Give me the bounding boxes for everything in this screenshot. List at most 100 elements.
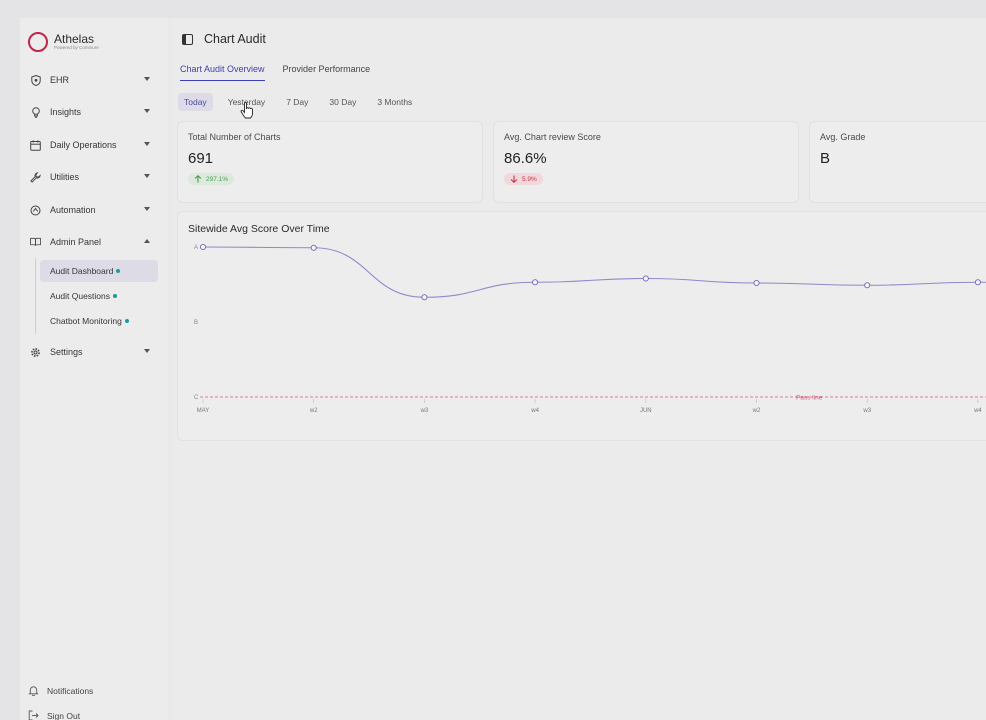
data-point — [199, 243, 207, 251]
chevron-down-icon — [144, 109, 150, 113]
data-point — [310, 244, 317, 251]
book-icon — [30, 237, 41, 248]
brand-ring-icon — [28, 32, 48, 52]
x-tick-label: MAY — [197, 408, 210, 414]
stat-card-avg-score: Avg. Chart review Score 86.6% 5.9% — [493, 121, 799, 203]
arrow-up-icon — [194, 175, 202, 183]
chevron-down-icon — [144, 349, 150, 353]
sidebar-item-admin-panel[interactable]: Admin Panel — [20, 230, 168, 254]
series-line — [202, 246, 986, 298]
tab-provider-performance[interactable]: Provider Performance — [282, 64, 371, 74]
sidebar-item-ehr[interactable]: EHR — [20, 68, 168, 92]
stat-card-value: 691 — [188, 150, 214, 167]
data-point — [532, 279, 539, 286]
chevron-down-icon — [144, 207, 150, 211]
sidebar-subitem-label: Audit Dashboard — [50, 266, 114, 276]
sidebar-item-label: Settings — [50, 347, 83, 357]
calendar-icon — [30, 139, 41, 151]
stat-card-total-charts: Total Number of Charts 691 297.1% — [177, 121, 483, 203]
sidebar-subitem-audit-questions[interactable]: Audit Questions — [40, 285, 158, 307]
chevron-up-icon — [144, 239, 150, 243]
chevron-down-icon — [144, 142, 150, 146]
arrow-down-icon — [510, 175, 518, 183]
automation-icon — [30, 205, 41, 216]
y-tick-label: B — [194, 320, 198, 326]
range-today[interactable]: Today — [178, 93, 213, 111]
sidebar-subitem-audit-dashboard[interactable]: Audit Dashboard — [40, 260, 158, 282]
sidebar-item-label: Daily Operations — [50, 140, 117, 150]
stat-card-label: Avg. Grade — [820, 132, 866, 142]
x-tick-label: w4 — [973, 408, 982, 414]
notifications-link[interactable]: Notifications — [28, 685, 93, 696]
trend-badge-value: 297.1% — [206, 175, 229, 183]
shield-icon — [30, 74, 41, 86]
sign-out-label: Sign Out — [47, 710, 81, 720]
chart-card: Sitewide Avg Score Over Time A B C Pass lin… — [177, 211, 986, 441]
hand-cursor-icon — [240, 102, 253, 119]
status-dot — [113, 294, 118, 298]
data-point — [974, 279, 981, 286]
pass-line-label: Pass line — [796, 395, 823, 402]
chart-title: Sitewide Avg Score Over Time — [188, 223, 330, 235]
status-dot — [116, 269, 121, 273]
main-content: Chart Audit Chart Audit Overview Provide… — [172, 18, 986, 720]
stat-card-value: B — [820, 150, 831, 167]
window-left-strip — [0, 0, 20, 720]
brand-logo[interactable]: Athelas Powered by Commure — [28, 32, 99, 52]
x-tick-label: w2 — [752, 408, 761, 414]
stat-card-value: 86.6% — [504, 150, 547, 167]
date-range-selector: Today Yesterday 7 Day 30 Day 3 Months — [178, 93, 427, 111]
chevron-down-icon — [144, 77, 150, 81]
brand-subtitle: Powered by Commure — [54, 45, 99, 50]
gear-icon — [30, 347, 41, 358]
trend-badge-value: 5.9% — [522, 175, 537, 183]
sidebar-item-label: Admin Panel — [50, 237, 102, 247]
stat-card-avg-grade: Avg. Grade B — [809, 121, 986, 203]
x-tick-label: w3 — [862, 408, 871, 414]
sidebar-item-label: Insights — [50, 107, 82, 117]
notifications-label: Notifications — [47, 685, 94, 696]
sidebar-item-daily-operations[interactable]: Daily Operations — [20, 133, 168, 157]
trend-badge-down: 5.9% — [504, 173, 543, 185]
x-tick-label: w3 — [420, 408, 429, 414]
window-top-strip — [0, 0, 986, 18]
brand-name: Athelas — [54, 32, 95, 46]
data-point — [642, 275, 649, 282]
signout-icon — [28, 710, 39, 720]
range-3-months[interactable]: 3 Months — [377, 97, 413, 107]
range-yesterday[interactable]: Yesterday — [227, 97, 266, 107]
stat-card-label: Total Number of Charts — [188, 132, 281, 142]
data-point — [864, 282, 871, 289]
sidebar-subitem-chatbot-monitoring[interactable]: Chatbot Monitoring — [40, 310, 158, 332]
sign-out-link[interactable]: Sign Out — [28, 710, 80, 720]
page-title: Chart Audit — [204, 32, 266, 46]
stat-card-label: Avg. Chart review Score — [504, 132, 601, 142]
y-tick-label: A — [194, 245, 198, 251]
sidebar-subitem-label: Audit Questions — [50, 291, 111, 301]
status-dot — [124, 319, 129, 323]
sidebar-toggle-icon[interactable] — [182, 33, 193, 45]
sidebar-item-utilities[interactable]: Utilities — [20, 165, 168, 189]
trend-badge-up: 297.1% — [188, 173, 235, 185]
sidebar-item-settings[interactable]: Settings — [20, 340, 168, 364]
line-chart: A B C Pass line MAY w2 w3 w4 JUN w2 w3 w4 — [194, 243, 986, 414]
page-header: Chart Audit — [182, 32, 266, 46]
chevron-down-icon — [144, 174, 150, 178]
sidebar-item-automation[interactable]: Automation — [20, 198, 168, 222]
range-30-day[interactable]: 30 Day — [329, 97, 357, 107]
lightbulb-icon — [30, 106, 41, 118]
wrench-icon — [30, 171, 41, 183]
range-7-day[interactable]: 7 Day — [286, 97, 309, 107]
x-tick-label: w2 — [309, 408, 318, 414]
data-point — [753, 279, 760, 287]
sidebar-item-insights[interactable]: Insights — [20, 100, 168, 124]
sidebar-item-label: Utilities — [50, 172, 80, 182]
x-tick-label: JUN — [640, 408, 652, 414]
bell-icon — [28, 685, 39, 696]
sidebar: Athelas Powered by Commure EHR Insights … — [20, 18, 168, 720]
y-tick-label: C — [194, 395, 199, 401]
tab-bar: Chart Audit Overview Provider Performanc… — [180, 64, 388, 81]
data-point — [421, 294, 428, 301]
sidebar-item-label: Automation — [50, 205, 96, 215]
tab-chart-audit-overview[interactable]: Chart Audit Overview — [180, 64, 265, 81]
